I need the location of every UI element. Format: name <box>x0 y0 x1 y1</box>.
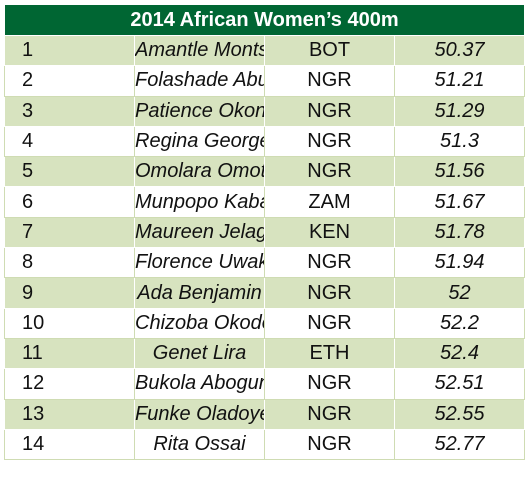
nation-cell: NGR <box>264 65 395 97</box>
athlete-name-cell: Amantle Montsho <box>134 34 265 67</box>
athlete-name-cell: Regina George <box>134 125 265 158</box>
rank-cell: 7 <box>4 216 135 249</box>
time-cell: 52 <box>394 277 525 309</box>
nation-cell: NGR <box>264 368 395 400</box>
rank-cell: 3 <box>4 95 135 127</box>
time-cell: 52.77 <box>394 428 525 461</box>
table-row: 4 Regina George NGR 51.3 <box>4 125 525 158</box>
athlete-name-cell: Bukola Abogunloko <box>134 368 265 400</box>
rank-cell: 4 <box>4 125 135 158</box>
time-cell: 51.78 <box>394 216 525 249</box>
nation-cell: BOT <box>264 34 395 67</box>
athlete-name-cell: Omolara Omotosho <box>134 156 265 188</box>
nation-cell: NGR <box>264 156 395 188</box>
title-row: 2014 African Women’s 400m <box>4 4 525 36</box>
athlete-name-cell: Funke Oladoye <box>134 398 265 430</box>
rank-cell: 13 <box>4 398 135 430</box>
rank-cell: 14 <box>4 428 135 461</box>
table-row: 14 Rita Ossai NGR 52.77 <box>4 428 525 461</box>
nation-cell: NGR <box>264 307 395 339</box>
table-title: 2014 African Women’s 400m <box>4 4 525 36</box>
athlete-name-cell: Florence Uwakwe <box>134 247 265 279</box>
nation-cell: ETH <box>264 337 395 370</box>
rank-cell: 11 <box>4 337 135 370</box>
rank-cell: 9 <box>4 277 135 309</box>
rank-cell: 6 <box>4 186 135 218</box>
athlete-name-cell: Ada Benjamin <box>134 277 265 309</box>
time-cell: 51.94 <box>394 247 525 279</box>
athlete-name-cell: Genet Lira <box>134 337 265 370</box>
rank-cell: 10 <box>4 307 135 339</box>
rank-cell: 5 <box>4 156 135 188</box>
athlete-name-cell: Folashade Abugan <box>134 65 265 97</box>
time-cell: 51.29 <box>394 95 525 127</box>
nation-cell: KEN <box>264 216 395 249</box>
rank-cell: 2 <box>4 65 135 97</box>
rank-cell: 1 <box>4 34 135 67</box>
nation-cell: NGR <box>264 398 395 430</box>
time-cell: 51.67 <box>394 186 525 218</box>
table-row: 13 Funke Oladoye NGR 52.55 <box>4 398 525 430</box>
nation-cell: ZAM <box>264 186 395 218</box>
time-cell: 52.4 <box>394 337 525 370</box>
nation-cell: NGR <box>264 247 395 279</box>
time-cell: 51.56 <box>394 156 525 188</box>
nation-cell: NGR <box>264 428 395 461</box>
athlete-name-cell: Patience Okon George <box>134 95 265 127</box>
athlete-name-cell: Munpopo Kabange <box>134 186 265 218</box>
rank-cell: 12 <box>4 368 135 400</box>
athlete-name-cell: Maureen Jelagat Maiyo <box>134 216 265 249</box>
time-cell: 50.37 <box>394 34 525 67</box>
rank-cell: 8 <box>4 247 135 279</box>
time-cell: 52.51 <box>394 368 525 400</box>
athlete-name-cell: Chizoba Okodogbe <box>134 307 265 339</box>
time-cell: 52.55 <box>394 398 525 430</box>
table-row: 11 Genet Lira ETH 52.4 <box>4 337 525 370</box>
time-cell: 51.21 <box>394 65 525 97</box>
time-cell: 52.2 <box>394 307 525 339</box>
nation-cell: NGR <box>264 277 395 309</box>
athlete-name-cell: Rita Ossai <box>134 428 265 461</box>
time-cell: 51.3 <box>394 125 525 158</box>
nation-cell: NGR <box>264 125 395 158</box>
table-row: 9 Ada Benjamin NGR 52 <box>4 277 525 309</box>
nation-cell: NGR <box>264 95 395 127</box>
